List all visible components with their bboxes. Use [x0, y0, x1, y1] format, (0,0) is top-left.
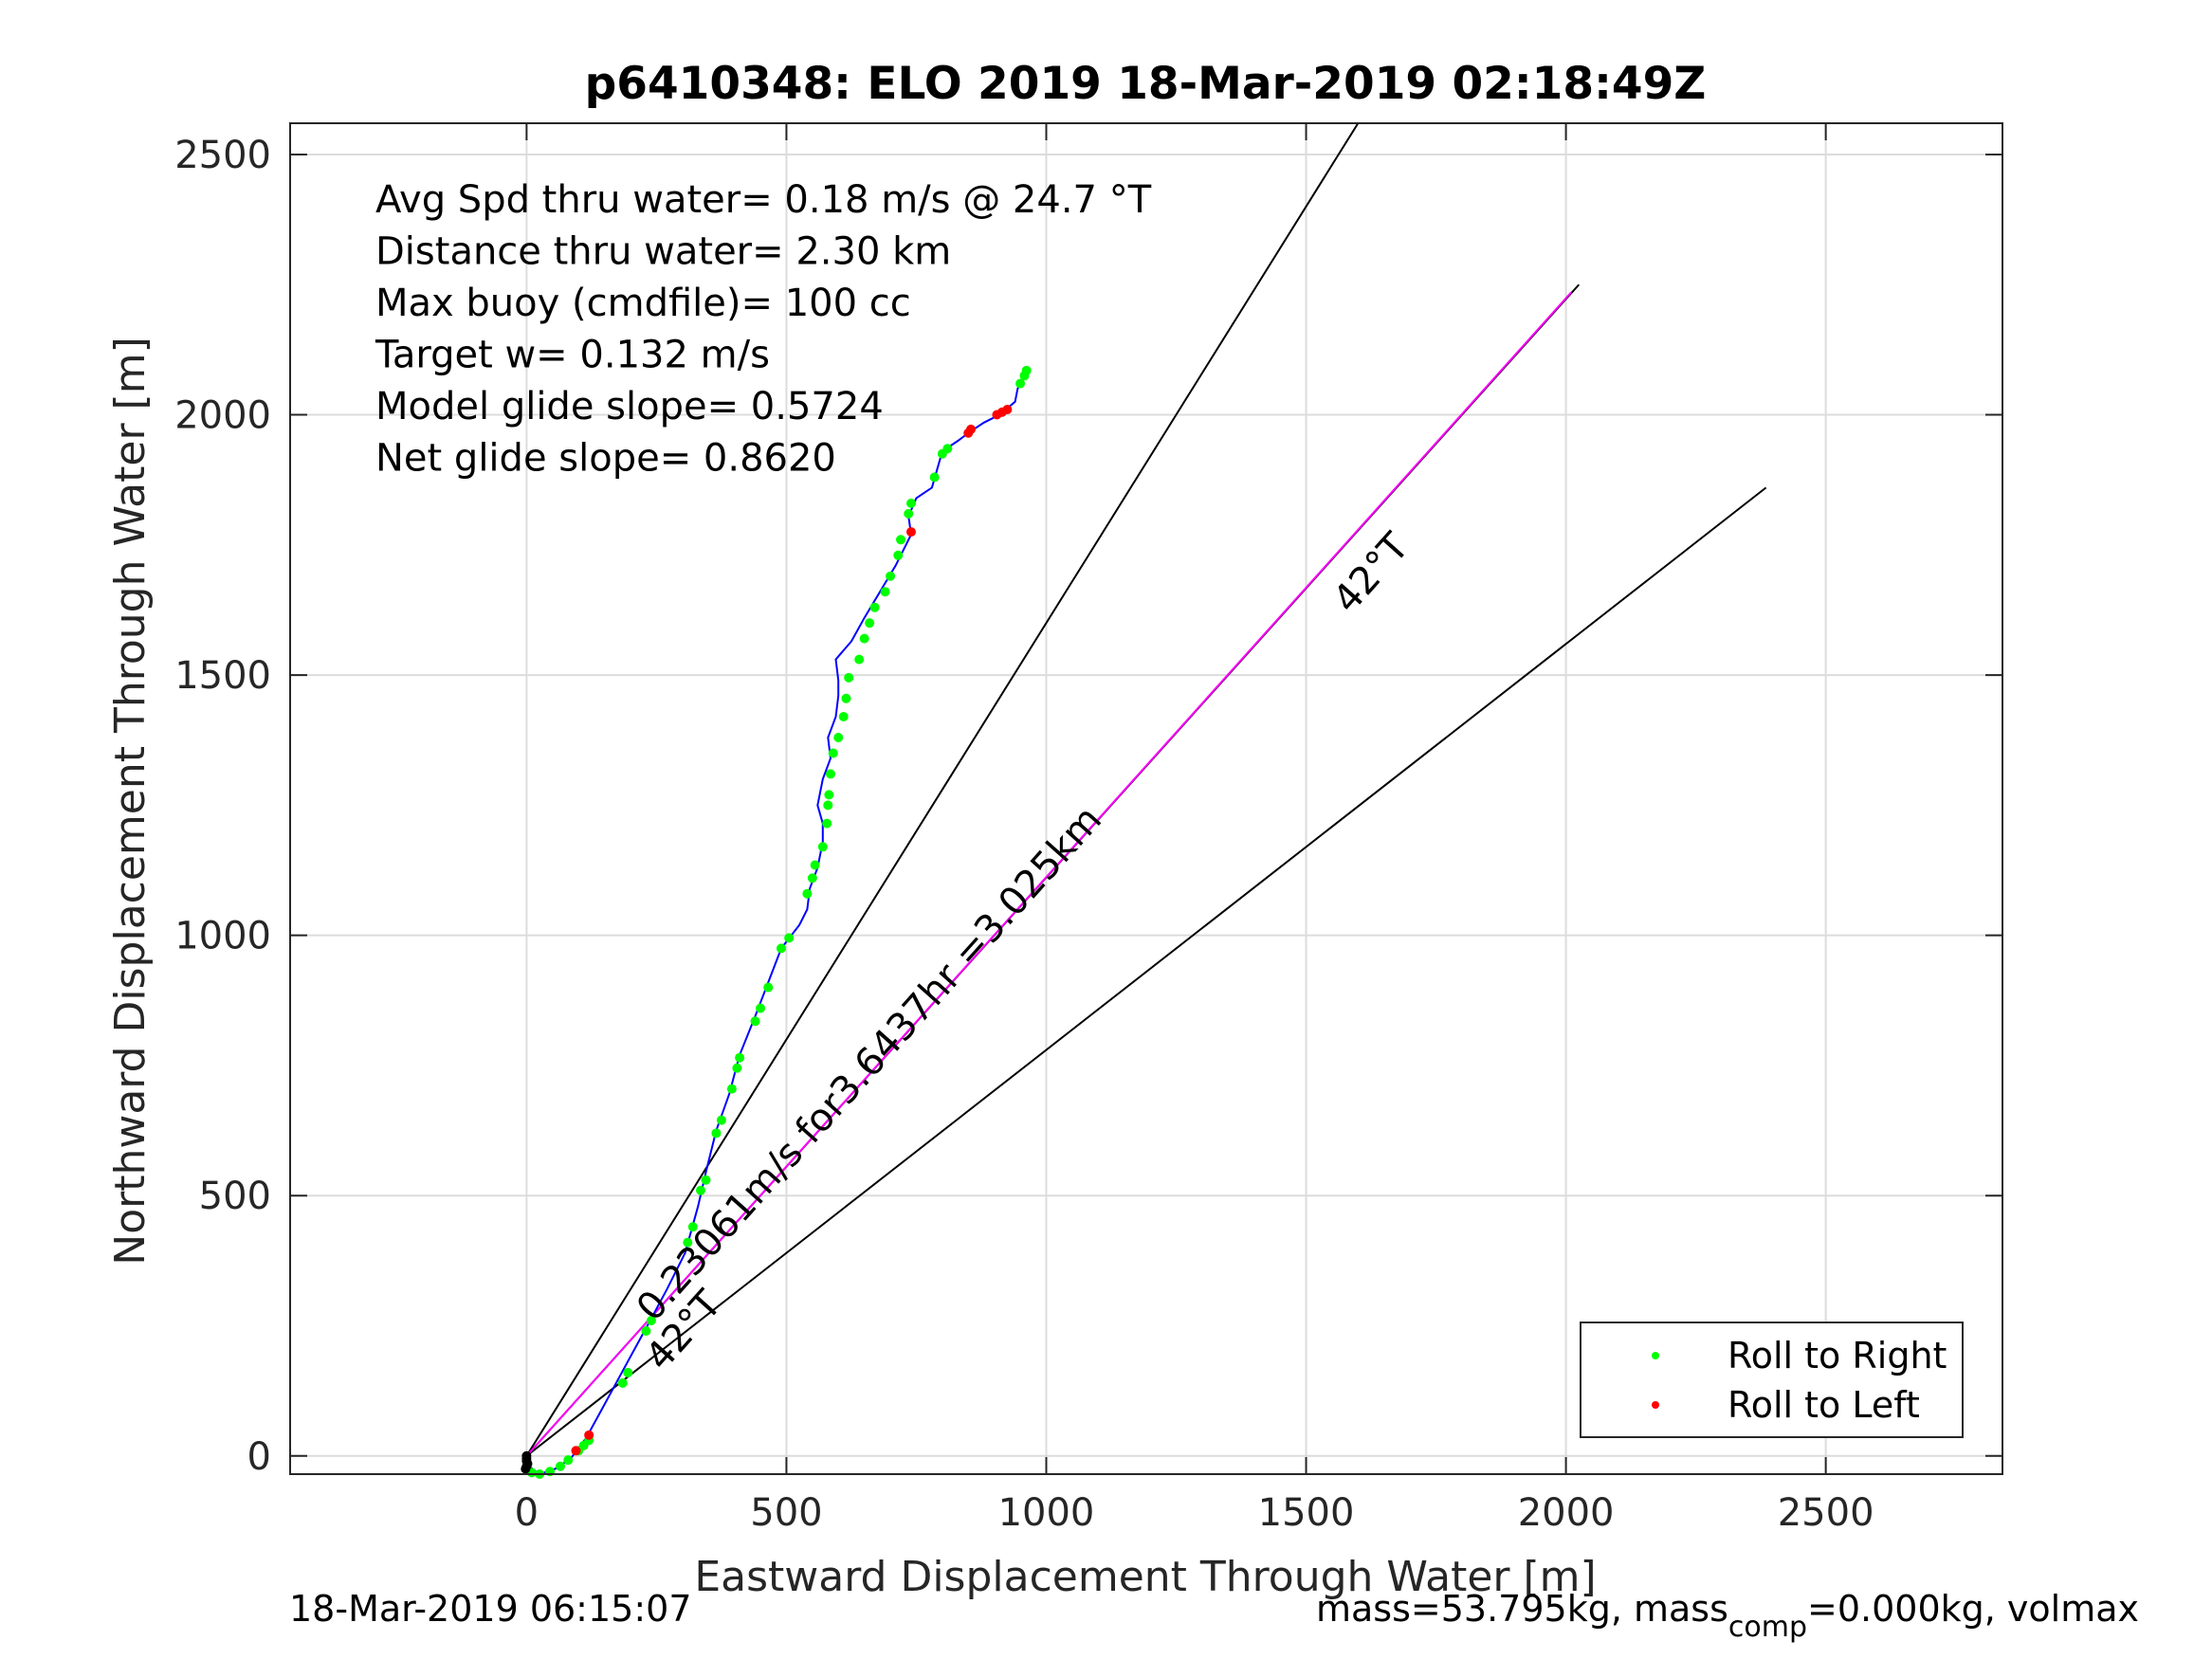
roll-left-point	[966, 424, 977, 434]
reference-ray	[525, 486, 1767, 1457]
roll-right-point	[696, 1185, 706, 1195]
roll-right-point	[833, 732, 844, 742]
track-line	[525, 370, 1027, 1476]
roll-right-point	[750, 1016, 760, 1027]
y-tick-label: 500	[199, 1175, 271, 1218]
x-tick-label: 1000	[998, 1491, 1095, 1535]
footer-mass-info: mass=53.795kg, masscomp=0.000kg, volmax	[1316, 1588, 2139, 1644]
footer-mass-sub: comp	[1728, 1611, 1807, 1644]
stats-line: Distance thru water= 2.30 km	[375, 230, 951, 274]
roll-right-point	[822, 818, 832, 829]
stats-line: Target w= 0.132 m/s	[375, 334, 770, 377]
roll-right-point	[776, 943, 786, 954]
legend-box	[1580, 1322, 1964, 1438]
roll-right-point	[886, 571, 896, 581]
roll-right-point	[802, 888, 813, 899]
y-tick-label: 2500	[174, 134, 271, 177]
roll-right-point	[701, 1175, 711, 1185]
stats-line: Avg Spd thru water= 0.18 m/s @ 24.7 °T	[375, 178, 1152, 222]
reference-ray	[525, 122, 1360, 1457]
roll-right-point	[904, 508, 914, 519]
y-tick-label: 2000	[174, 394, 271, 438]
roll-right-point	[623, 1367, 633, 1377]
y-tick-label: 1500	[174, 654, 271, 698]
roll-right-point	[646, 1316, 656, 1326]
roll-right-point	[810, 860, 820, 870]
start-point	[521, 1464, 531, 1474]
roll-right-point	[687, 1222, 698, 1232]
legend-marker-roll-right	[1652, 1352, 1659, 1359]
roll-right-point	[869, 602, 880, 612]
legend-marker-roll-left	[1652, 1401, 1659, 1409]
roll-right-point	[823, 800, 833, 811]
roll-left-point	[1002, 405, 1013, 415]
roll-right-point	[556, 1461, 566, 1471]
roll-right-point	[929, 472, 940, 483]
footer-mass-suffix: =0.000kg, volmax	[1807, 1588, 2139, 1630]
y-axis-label: Northward Displacement Through Water [m]	[106, 337, 155, 1265]
roll-right-point	[716, 1115, 726, 1125]
x-tick-label: 0	[515, 1491, 539, 1535]
roll-right-point	[732, 1063, 742, 1073]
roll-left-point	[905, 527, 916, 538]
x-axis-label: Eastward Displacement Through Water [m]	[694, 1553, 1596, 1601]
roll-right-point	[563, 1455, 574, 1466]
roll-right-point	[896, 535, 906, 545]
y-axis-ticks: 0 500 1000 1500 2000 2500	[174, 134, 2002, 1479]
stats-annotations: Avg Spd thru water= 0.18 m/s @ 24.7 °T Di…	[375, 178, 1152, 481]
roll-right-point	[859, 633, 869, 644]
roll-right-point	[1021, 365, 1032, 375]
roll-right-point	[826, 769, 836, 779]
roll-right-point	[1015, 378, 1026, 389]
chart-title: p6410348: ELO 2019 18-Mar-2019 02:18:49Z	[585, 58, 1707, 110]
roll-right-point	[756, 1003, 766, 1013]
roll-right-point	[817, 842, 828, 852]
stats-line: Max buoy (cmdfile)= 100 cc	[375, 282, 911, 325]
roll-right-point	[735, 1052, 745, 1063]
roll-right-point	[828, 748, 838, 758]
legend-label-roll-right: Roll to Right	[1728, 1335, 1947, 1376]
reference-ray	[525, 291, 1572, 1457]
footer-mass-prefix: mass=53.795kg, mass	[1316, 1588, 1728, 1630]
x-tick-label: 500	[750, 1491, 822, 1535]
roll-right-point	[726, 1084, 737, 1094]
series-layer	[521, 365, 1032, 1479]
x-tick-label: 1500	[1258, 1491, 1355, 1535]
roll-right-point	[865, 618, 875, 629]
roll-right-point	[824, 790, 834, 800]
legend-label-roll-left: Roll to Left	[1728, 1384, 1920, 1426]
plot-frame	[289, 122, 2003, 1475]
roll-right-point	[784, 933, 795, 943]
roll-left-point	[571, 1446, 581, 1456]
roll-right-point	[905, 498, 916, 508]
x-tick-label: 2500	[1778, 1491, 1874, 1535]
roll-left-point	[584, 1430, 594, 1440]
roll-right-point	[841, 693, 851, 703]
roll-right-point	[838, 712, 849, 722]
roll-right-point	[893, 550, 904, 560]
roll-right-point	[844, 672, 854, 683]
stats-line: Model glide slope= 0.5724	[375, 385, 884, 428]
stats-line: Net glide slope= 0.8620	[375, 437, 836, 481]
legend: Roll to Right Roll to Left	[1580, 1322, 1964, 1438]
x-tick-label: 2000	[1518, 1491, 1615, 1535]
roll-right-point	[763, 982, 774, 993]
roll-right-point	[854, 654, 865, 665]
roll-right-point	[942, 444, 953, 454]
roll-right-point	[617, 1377, 628, 1388]
y-tick-label: 1000	[174, 915, 271, 958]
reference-rays	[525, 122, 1767, 1457]
roll-right-point	[683, 1237, 693, 1248]
roll-right-point	[807, 873, 817, 884]
plot-area	[290, 123, 2002, 1474]
grid	[290, 123, 2002, 1474]
roll-right-point	[711, 1128, 722, 1139]
start-point	[521, 1450, 532, 1461]
footer-timestamp: 18-Mar-2019 06:15:07	[289, 1588, 692, 1630]
roll-right-point	[641, 1325, 651, 1336]
roll-right-point	[880, 587, 890, 597]
y-tick-label: 0	[247, 1435, 271, 1479]
